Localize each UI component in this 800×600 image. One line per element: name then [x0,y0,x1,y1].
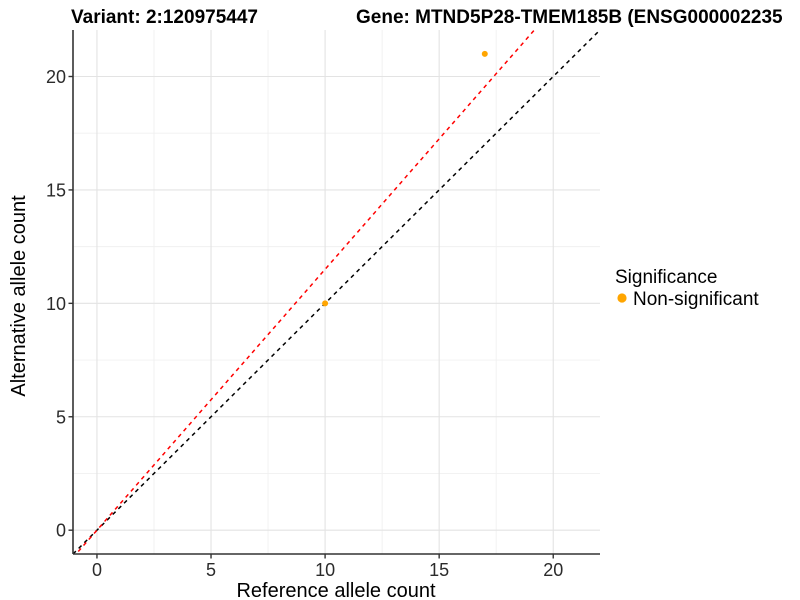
y-axis-title: Alternative allele count [8,195,30,397]
y-tick-label: 20 [46,67,66,87]
data-point [481,50,488,57]
y-tick-label: 10 [46,294,66,314]
legend-item-label: Non-significant [633,289,759,310]
y-tick-label: 0 [56,521,66,541]
x-tick-label: 5 [206,560,216,580]
x-tick-label: 0 [92,560,102,580]
grid-layer [73,30,600,554]
axis-layer: 0 5 10 15 20 0 5 10 15 20 [46,30,600,580]
reference-lines [73,30,600,554]
expected-ratio-line [75,30,536,554]
y-tick-label: 15 [46,180,66,200]
identity-line [73,30,600,554]
x-tick-label: 20 [543,560,563,580]
data-layer [73,30,600,554]
x-tick-label: 15 [429,560,449,580]
legend-title: Significance [615,267,717,288]
variant-title: Variant: 2:120975447 [71,7,258,28]
gene-title: Gene: MTND5P28-TMEM185B (ENSG000002235 [356,7,783,28]
y-tick-label: 5 [56,407,66,427]
x-tick-label: 10 [315,560,335,580]
legend-point-icon [617,293,627,303]
legend: Significance Non-significant [615,267,759,310]
data-point [322,300,329,307]
x-axis-title: Reference allele count [236,580,435,600]
